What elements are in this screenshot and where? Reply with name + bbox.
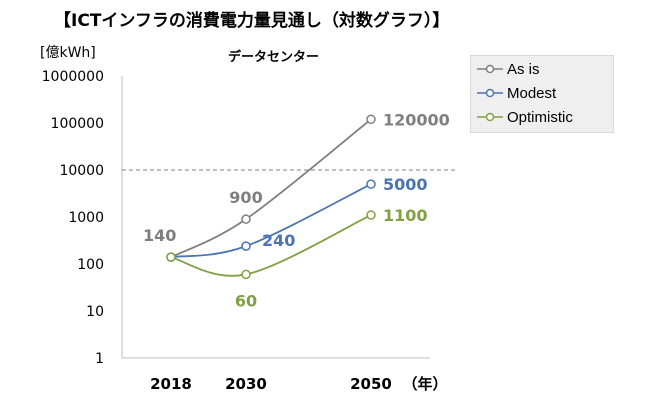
- y-tick-label: 100000: [51, 116, 104, 132]
- legend-label-as-is: As is: [507, 60, 540, 78]
- y-tick-label: 10000: [59, 163, 104, 179]
- data-label-as-is: 140: [143, 226, 176, 245]
- chart-subtitle: データセンター: [228, 50, 320, 65]
- legend-label-modest: Modest: [507, 84, 557, 102]
- data-label-as-is: 120000: [383, 110, 450, 129]
- data-label-modest: 5000: [383, 175, 428, 194]
- x-tick-label: 2018: [150, 375, 192, 393]
- data-label-optimistic: 60: [235, 291, 257, 310]
- series-line-as-is: [170, 118, 372, 258]
- data-point-optimistic: [166, 252, 176, 262]
- legend: As is Modest Optimistic: [470, 55, 614, 133]
- legend-label-optimistic: Optimistic: [507, 108, 573, 126]
- y-tick-label: 1: [95, 351, 104, 367]
- legend-item-optimistic: Optimistic: [477, 106, 573, 128]
- x-tick-label: 2050: [350, 375, 392, 393]
- y-tick-label: 10: [86, 304, 104, 320]
- data-point-modest: [241, 241, 251, 251]
- legend-marker-as-is: [477, 64, 503, 74]
- legend-marker-optimistic: [477, 112, 503, 122]
- data-point-as-is: [366, 114, 376, 125]
- legend-item-as-is: As is: [477, 58, 540, 80]
- data-point-as-is: [241, 214, 251, 224]
- x-tick-label: 2030: [225, 375, 267, 393]
- y-tick-label: 1000000: [42, 69, 104, 85]
- data-point-optimistic: [366, 210, 376, 220]
- y-tick-label: 1000: [68, 210, 104, 226]
- legend-item-modest: Modest: [477, 82, 556, 104]
- x-axis-unit-label: （年）: [402, 375, 447, 393]
- data-point-optimistic: [241, 269, 251, 280]
- y-tick-label: 100: [77, 257, 104, 273]
- chart-title: 【ICTインフラの消費電力量見通し（対数グラフ）】: [54, 11, 450, 31]
- data-label-optimistic: 1100: [383, 206, 428, 225]
- y-axis-unit-label: [億kWh]: [40, 45, 96, 61]
- data-point-modest: [366, 179, 376, 189]
- series-line-modest: [170, 183, 372, 259]
- data-label-as-is: 900: [229, 188, 262, 207]
- data-label-modest: 240: [262, 231, 295, 250]
- legend-marker-modest: [477, 88, 503, 98]
